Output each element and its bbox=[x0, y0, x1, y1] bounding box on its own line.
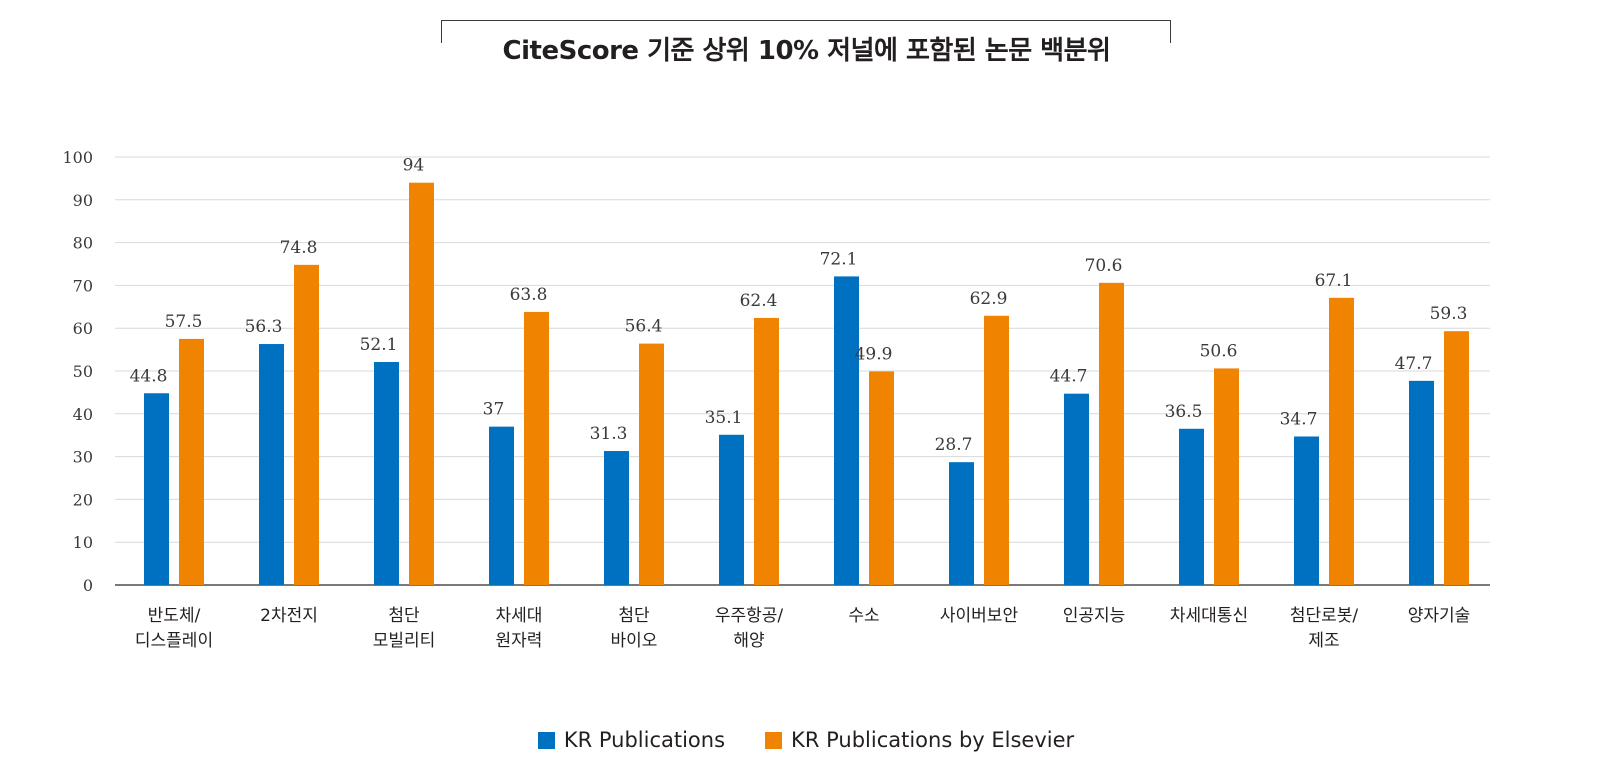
bar-kr-publications-elsevier bbox=[1329, 297, 1354, 585]
y-tick-label: 50 bbox=[73, 362, 93, 381]
data-label: 62.4 bbox=[740, 291, 778, 311]
bar-kr-publications bbox=[1179, 428, 1204, 585]
category-label: 2차전지 bbox=[260, 606, 318, 626]
bar-kr-publications-elsevier bbox=[524, 311, 549, 585]
category-label: 차세대 bbox=[496, 606, 543, 626]
data-label: 44.8 bbox=[130, 366, 168, 386]
data-label: 28.7 bbox=[935, 435, 973, 455]
data-label: 94 bbox=[403, 156, 425, 176]
category-label: 해양 bbox=[733, 631, 764, 651]
bar-kr-publications-elsevier bbox=[869, 371, 894, 585]
legend-label: KR Publications by Elsevier bbox=[791, 728, 1075, 752]
bar-kr-publications bbox=[259, 344, 284, 585]
category-label: 첨단 bbox=[618, 606, 650, 626]
bar-kr-publications-elsevier bbox=[1214, 368, 1239, 585]
bar-kr-publications bbox=[719, 434, 744, 585]
category-label: 원자력 bbox=[496, 631, 543, 651]
bar-kr-publications-elsevier bbox=[984, 315, 1009, 585]
data-label: 49.9 bbox=[855, 344, 893, 364]
data-label: 72.1 bbox=[820, 249, 858, 269]
data-label: 70.6 bbox=[1085, 256, 1123, 276]
bar-kr-publications bbox=[834, 276, 859, 585]
y-tick-label: 100 bbox=[62, 148, 93, 167]
data-label: 56.3 bbox=[245, 317, 283, 337]
data-label: 52.1 bbox=[360, 335, 398, 355]
bar-kr-publications-elsevier bbox=[754, 317, 779, 585]
bar-kr-publications bbox=[604, 451, 629, 585]
bar-kr-publications-elsevier bbox=[179, 338, 204, 585]
y-tick-label: 80 bbox=[73, 234, 93, 253]
category-label: 인공지능 bbox=[1063, 606, 1126, 626]
legend-item-kr-publications-elsevier: KR Publications by Elsevier bbox=[765, 728, 1074, 752]
category-label: 바이오 bbox=[611, 631, 658, 651]
bar-kr-publications bbox=[949, 462, 974, 585]
bar-kr-publications bbox=[489, 426, 514, 585]
category-label: 사이버보안 bbox=[940, 606, 1019, 626]
y-tick-label: 30 bbox=[73, 448, 93, 467]
bar-kr-publications bbox=[144, 393, 169, 585]
data-label: 74.8 bbox=[280, 238, 318, 258]
category-label: 모빌리티 bbox=[373, 631, 436, 651]
y-tick-label: 60 bbox=[73, 319, 93, 338]
bar-kr-publications-elsevier bbox=[1444, 331, 1469, 585]
data-label: 50.6 bbox=[1200, 341, 1238, 361]
y-tick-label: 0 bbox=[83, 576, 93, 595]
y-tick-label: 40 bbox=[73, 405, 93, 424]
y-tick-label: 20 bbox=[73, 490, 93, 509]
category-label: 양자기술 bbox=[1408, 606, 1471, 626]
data-label: 34.7 bbox=[1280, 409, 1318, 429]
chart-title: CiteScore 기준 상위 10% 저널에 포함된 논문 백분위 bbox=[502, 36, 1111, 66]
data-label: 62.9 bbox=[970, 289, 1008, 309]
data-label: 47.7 bbox=[1395, 354, 1433, 374]
data-label: 31.3 bbox=[590, 424, 628, 444]
data-label: 37 bbox=[483, 400, 505, 420]
legend-swatch-blue bbox=[537, 731, 555, 749]
category-label: 제조 bbox=[1308, 631, 1339, 651]
category-label: 우주항공/ bbox=[715, 606, 784, 626]
data-label: 36.5 bbox=[1165, 402, 1203, 422]
category-label: 반도체/ bbox=[148, 606, 201, 626]
y-tick-label: 70 bbox=[73, 276, 93, 295]
data-label: 44.7 bbox=[1050, 367, 1088, 387]
legend: KR Publications KR Publications by Elsev… bbox=[0, 728, 1612, 752]
bar-kr-publications bbox=[1064, 393, 1089, 585]
data-label: 63.8 bbox=[510, 285, 548, 305]
category-label: 차세대통신 bbox=[1170, 606, 1248, 626]
category-label: 첨단 bbox=[388, 606, 420, 626]
bar-kr-publications-elsevier bbox=[639, 343, 664, 585]
data-label: 59.3 bbox=[1430, 304, 1468, 324]
category-label: 디스플레이 bbox=[135, 631, 213, 651]
bar-kr-publications bbox=[374, 362, 399, 585]
category-label: 수소 bbox=[848, 606, 879, 626]
bar-kr-publications-elsevier bbox=[294, 264, 319, 585]
bar-kr-publications bbox=[1409, 380, 1434, 585]
title-frame bbox=[441, 20, 1171, 43]
legend-label: KR Publications bbox=[563, 728, 726, 752]
y-tick-label: 90 bbox=[73, 191, 93, 210]
data-label: 67.1 bbox=[1315, 271, 1353, 291]
legend-item-kr-publications: KR Publications bbox=[537, 728, 726, 752]
category-label: 첨단로봇/ bbox=[1290, 606, 1359, 626]
data-label: 35.1 bbox=[705, 408, 743, 428]
bar-kr-publications-elsevier bbox=[409, 182, 434, 585]
bar-kr-publications bbox=[1294, 436, 1319, 585]
legend-swatch-orange bbox=[765, 731, 783, 749]
y-tick-label: 10 bbox=[73, 533, 93, 552]
data-label: 56.4 bbox=[625, 317, 663, 337]
bar-kr-publications-elsevier bbox=[1099, 282, 1124, 585]
data-label: 57.5 bbox=[165, 312, 203, 332]
